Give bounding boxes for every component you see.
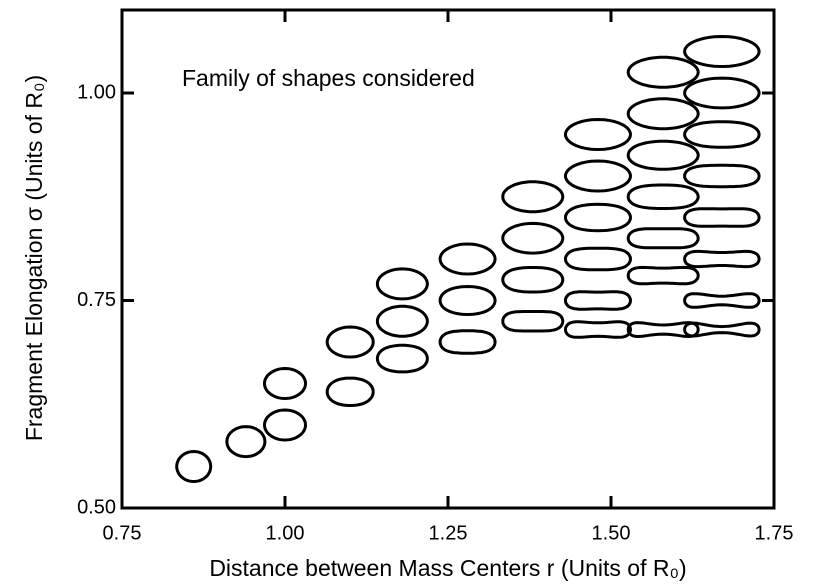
x-tick-label: 0.75 — [103, 522, 142, 544]
shape-point — [325, 376, 375, 407]
x-axis-label: Distance between Mass Centers r (Units o… — [209, 555, 686, 581]
shape-point — [501, 180, 565, 214]
shape-point — [626, 55, 700, 89]
shape-point — [683, 163, 761, 189]
shape-point — [262, 366, 308, 401]
shape-point — [683, 34, 761, 69]
y-tick-label: 0.75 — [77, 289, 116, 311]
shape-point — [563, 290, 633, 311]
shape-point — [375, 304, 429, 338]
shape-point — [626, 321, 700, 339]
shape-point — [501, 221, 565, 255]
shape-point — [626, 183, 700, 210]
y-tick-label: 1.00 — [77, 81, 116, 103]
shape-point — [683, 120, 761, 149]
shape-point — [683, 207, 761, 228]
x-tick-label: 1.00 — [266, 522, 305, 544]
shape-point — [563, 159, 633, 193]
x-tick-label: 1.25 — [429, 522, 468, 544]
shape-point — [375, 267, 429, 301]
shape-point — [626, 227, 700, 250]
shape-point — [563, 117, 633, 152]
shape-point — [438, 284, 497, 317]
shape-point — [262, 408, 308, 442]
shape-point — [325, 325, 375, 359]
y-tick-label: 0.50 — [77, 496, 116, 518]
shape-point — [501, 266, 565, 294]
shape-point — [683, 249, 761, 269]
y-axis-label: Fragment Elongation σ (Units of R₀) — [21, 75, 47, 441]
shape-point — [563, 202, 633, 233]
shape-point — [683, 292, 761, 309]
shape-point — [438, 242, 497, 276]
shape-point — [626, 265, 700, 286]
shape-point — [563, 246, 633, 272]
shape-point — [626, 97, 700, 131]
annotation: Family of shapes considered — [182, 65, 475, 91]
shape-point — [501, 310, 565, 333]
shape-point — [683, 76, 761, 110]
shape-point — [175, 449, 213, 484]
x-tick-label: 1.75 — [755, 522, 794, 544]
shape-point — [225, 425, 267, 459]
shape-point — [626, 139, 700, 171]
shape-point — [683, 321, 761, 338]
x-tick-label: 1.50 — [592, 522, 631, 544]
shape-point — [438, 329, 497, 355]
shape-point — [563, 320, 633, 339]
shape-point — [375, 343, 429, 374]
